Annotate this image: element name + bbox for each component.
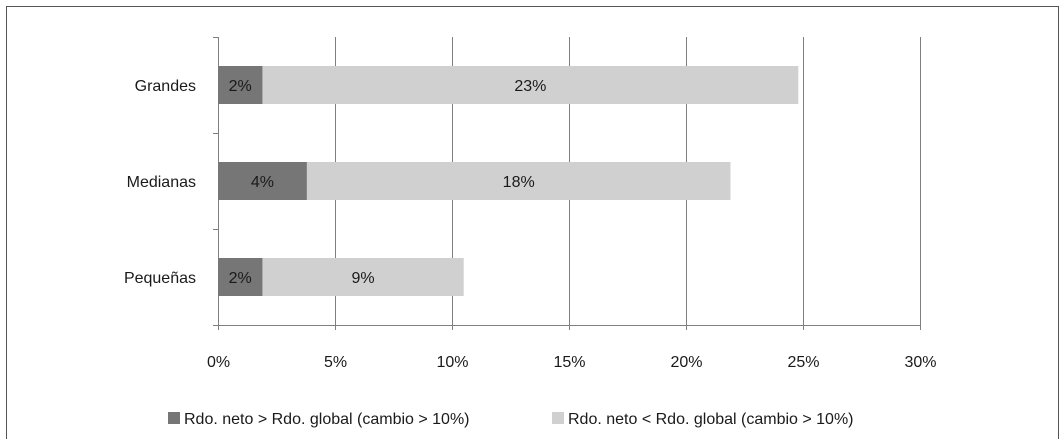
x-tick-label: 25% <box>787 354 819 371</box>
data-label: 23% <box>514 78 546 95</box>
legend-label: Rdo. neto < Rdo. global (cambio > 10%) <box>568 411 854 428</box>
data-label: 9% <box>352 270 375 287</box>
category-label: Grandes <box>135 78 196 95</box>
x-tick-label: 10% <box>436 354 468 371</box>
bar-segment <box>218 162 307 200</box>
bar-segment <box>218 258 263 296</box>
category-label: Medianas <box>127 174 196 191</box>
bar-segment <box>262 66 799 104</box>
x-tick-label: 15% <box>553 354 585 371</box>
legend-swatch <box>168 412 180 424</box>
bar-segment <box>218 66 263 104</box>
data-label: 18% <box>503 174 535 191</box>
data-label: 2% <box>229 270 252 287</box>
data-label: 4% <box>251 174 274 191</box>
category-label: Pequeñas <box>124 270 196 287</box>
x-tick-label: 30% <box>904 354 936 371</box>
x-tick-label: 5% <box>324 354 347 371</box>
data-label: 2% <box>229 78 252 95</box>
bar-segment <box>262 258 464 296</box>
bar-segment <box>306 162 731 200</box>
legend-swatch <box>552 412 564 424</box>
x-tick-label: 20% <box>670 354 702 371</box>
legend-label: Rdo. neto > Rdo. global (cambio > 10%) <box>184 411 470 428</box>
x-tick-label: 0% <box>207 354 230 371</box>
